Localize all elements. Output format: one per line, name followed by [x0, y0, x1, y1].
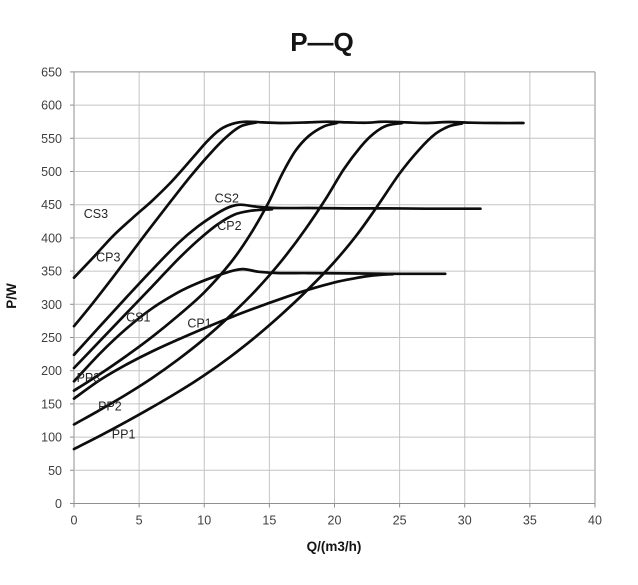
y-tick-label: 0 — [55, 497, 62, 511]
y-tick-label: 600 — [41, 99, 62, 113]
x-tick-label: 0 — [71, 514, 78, 528]
y-tick-label: 350 — [41, 265, 62, 279]
curve-layer — [72, 120, 525, 451]
x-tick-label: 35 — [523, 514, 537, 528]
y-tick-label: 100 — [41, 431, 62, 445]
x-tick-label: 5 — [136, 514, 143, 528]
y-axis-title: P/W — [4, 283, 19, 309]
y-tick-label: 550 — [41, 132, 62, 146]
curve-label-PP1: PP1 — [112, 427, 136, 441]
curve-label-layer: CS3 CP3 CS2 CP2 CS1 CP1 PP3 PP2 PP1 — [77, 192, 242, 442]
tick-layer: 0 5 10 15 20 25 30 35 40050100150200250300350400… — [41, 65, 602, 527]
curve-PP2 — [72, 121, 404, 426]
curve-label-CS1: CS1 — [126, 310, 150, 324]
x-tick-label: 40 — [588, 514, 602, 528]
x-tick-label: 25 — [393, 514, 407, 528]
curve-label-CS2: CS2 — [215, 192, 239, 206]
curve-CS2 — [72, 203, 482, 357]
curve-label-CP3: CP3 — [96, 251, 120, 265]
x-tick-label: 20 — [328, 514, 342, 528]
y-tick-label: 450 — [41, 198, 62, 212]
y-tick-label: 50 — [48, 464, 62, 478]
curve-PP1 — [72, 122, 464, 451]
curve-PP3 — [72, 121, 339, 392]
curve-CS1 — [72, 267, 447, 383]
curve-CP1 — [72, 272, 395, 400]
curve-label-PP3: PP3 — [77, 371, 101, 385]
y-tick-label: 300 — [41, 298, 62, 312]
y-tick-label: 200 — [41, 364, 62, 378]
y-tick-label: 150 — [41, 397, 62, 411]
curve-label-CP2: CP2 — [217, 219, 241, 233]
curve-label-CS3: CS3 — [84, 207, 108, 221]
y-tick-label: 500 — [41, 165, 62, 179]
grid-layer — [70, 71, 596, 508]
chart-title: P—Q — [290, 27, 354, 57]
curve-CS3 — [72, 120, 525, 280]
curve-CP3 — [72, 121, 258, 328]
curve-label-PP2: PP2 — [98, 399, 122, 413]
y-tick-label: 250 — [41, 331, 62, 345]
x-tick-label: 30 — [458, 514, 472, 528]
x-tick-label: 15 — [262, 514, 276, 528]
curve-CP2 — [72, 207, 274, 370]
x-tick-label: 10 — [197, 514, 211, 528]
y-tick-label: 650 — [41, 65, 62, 79]
y-tick-label: 400 — [41, 231, 62, 245]
curve-label-CP1: CP1 — [187, 316, 211, 330]
x-axis-title: Q/(m3/h) — [307, 539, 362, 554]
